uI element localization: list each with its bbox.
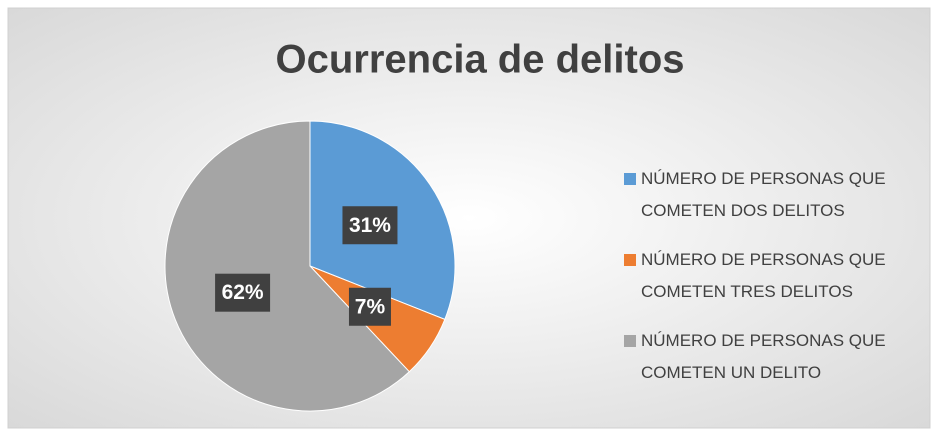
- legend-label: NÚMERO DE PERSONAS QUE COMETEN TRES DELI…: [641, 250, 886, 301]
- data-label-box: [342, 206, 398, 245]
- chart-title: Ocurrencia de delitos: [275, 38, 684, 82]
- data-label-box: [215, 273, 271, 312]
- legend-label: NÚMERO DE PERSONAS QUE COMETEN DOS DELIT…: [641, 169, 886, 220]
- legend: NÚMERO DE PERSONAS QUE COMETEN DOS DELIT…: [624, 163, 924, 406]
- legend-swatch: [624, 173, 636, 185]
- pie: 31% 7% 62%: [164, 120, 456, 412]
- legend-swatch: [624, 254, 636, 266]
- legend-item: NÚMERO DE PERSONAS QUE COMETEN UN DELITO: [624, 325, 924, 389]
- data-label: 31%: [349, 214, 391, 237]
- data-label: 62%: [222, 281, 264, 304]
- legend-swatch: [624, 335, 636, 347]
- data-label: 7%: [355, 295, 386, 318]
- pie-slice: [164, 120, 410, 412]
- chart-area: [7, 7, 931, 429]
- legend-item: NÚMERO DE PERSONAS QUE COMETEN DOS DELIT…: [624, 163, 924, 227]
- legend-item: NÚMERO DE PERSONAS QUE COMETEN TRES DELI…: [624, 244, 924, 308]
- data-label-box: [348, 287, 391, 326]
- legend-label: NÚMERO DE PERSONAS QUE COMETEN UN DELITO: [641, 331, 886, 382]
